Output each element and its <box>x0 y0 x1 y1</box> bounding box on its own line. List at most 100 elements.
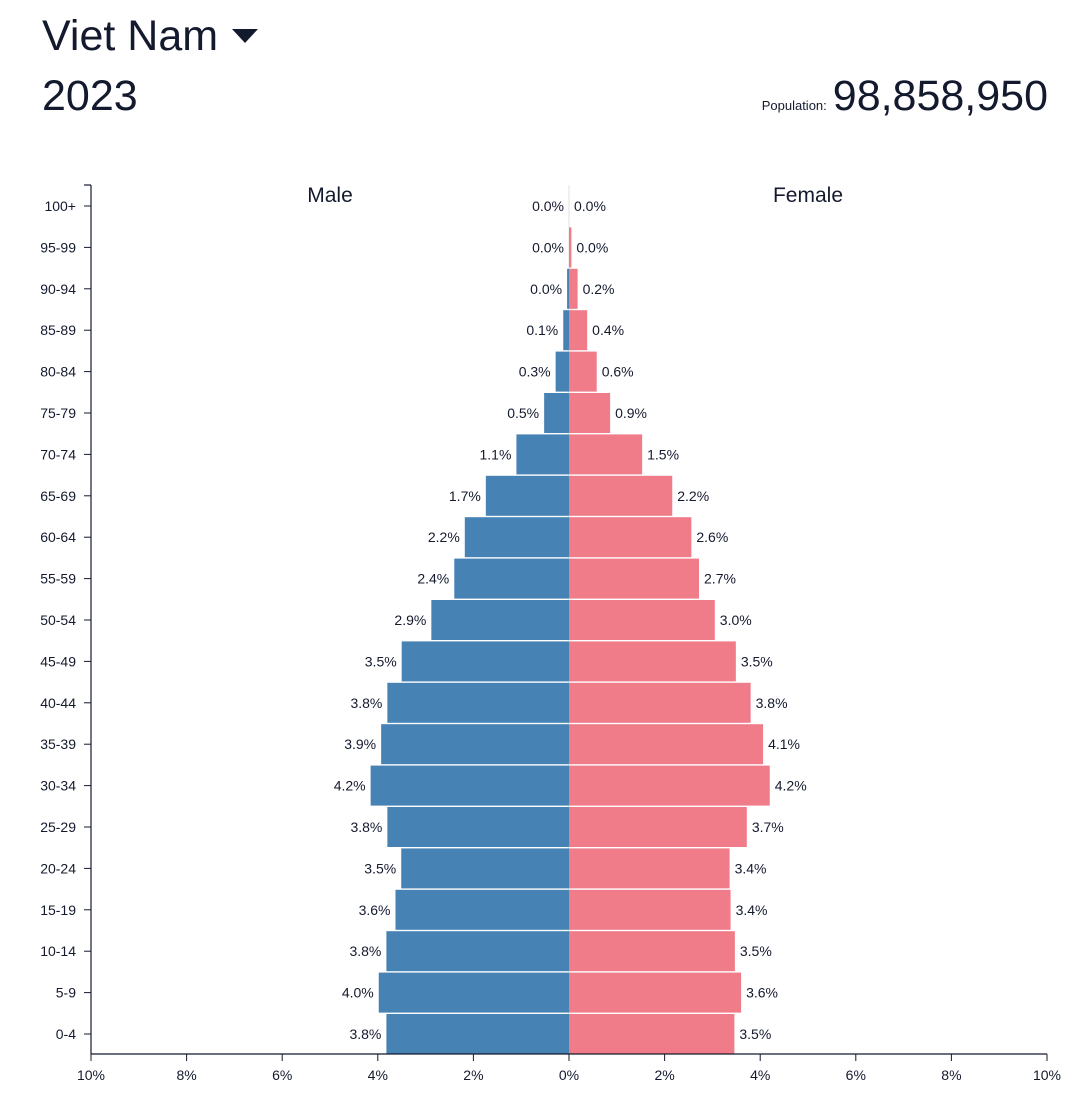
male-bar <box>567 268 569 309</box>
age-group-label: 35-39 <box>40 736 76 752</box>
female-value-label: 3.7% <box>752 819 784 835</box>
age-group-label: 5-9 <box>56 985 76 1001</box>
male-bar <box>401 641 569 682</box>
x-tick-label: 8% <box>176 1067 196 1083</box>
male-bar <box>454 558 569 599</box>
female-bar <box>569 848 730 889</box>
male-value-label: 0.0% <box>532 198 564 214</box>
x-tick-label: 4% <box>368 1067 388 1083</box>
male-bar <box>370 765 569 806</box>
age-group-label: 85-89 <box>40 322 76 338</box>
female-value-label: 3.8% <box>756 695 788 711</box>
female-bar <box>569 558 700 599</box>
male-bar <box>544 393 569 433</box>
female-value-label: 2.6% <box>696 529 728 545</box>
x-tick-label: 2% <box>463 1067 483 1083</box>
female-bar <box>569 434 643 475</box>
age-group-label: 65-69 <box>40 488 76 504</box>
female-bar <box>569 765 770 806</box>
female-value-label: 2.7% <box>704 571 736 587</box>
country-select[interactable]: Viet Nam <box>42 8 259 64</box>
female-bar <box>569 517 692 558</box>
male-value-label: 4.0% <box>342 985 374 1001</box>
age-group-label: 70-74 <box>40 446 76 462</box>
male-value-label: 2.9% <box>394 612 426 628</box>
female-value-label: 1.5% <box>647 446 679 462</box>
female-value-label: 0.9% <box>615 405 647 421</box>
male-value-label: 0.5% <box>507 405 539 421</box>
female-value-label: 3.4% <box>736 902 768 918</box>
male-value-label: 0.1% <box>526 322 558 338</box>
female-value-label: 3.5% <box>739 1026 771 1042</box>
female-bar <box>569 889 731 930</box>
male-value-label: 3.8% <box>350 695 382 711</box>
male-bar <box>381 724 569 765</box>
male-bar <box>387 807 569 847</box>
male-value-label: 0.0% <box>530 281 562 297</box>
female-value-label: 3.4% <box>735 860 767 876</box>
female-bar <box>569 310 588 351</box>
male-bar <box>431 600 569 640</box>
female-value-label: 4.2% <box>775 778 807 794</box>
male-bar <box>378 972 569 1013</box>
male-bar <box>555 351 569 392</box>
male-value-label: 3.9% <box>344 736 376 752</box>
female-value-label: 0.6% <box>602 364 634 380</box>
age-group-label: 50-54 <box>40 612 76 628</box>
series-label-male: Male <box>307 184 353 207</box>
caret-down-icon[interactable] <box>232 28 259 44</box>
female-bar <box>569 351 597 392</box>
female-bar <box>569 807 747 847</box>
female-bar <box>569 475 673 516</box>
age-group-label: 10-14 <box>40 943 76 959</box>
age-group-label: 0-4 <box>56 1026 76 1042</box>
male-value-label: 3.8% <box>349 1026 381 1042</box>
female-value-label: 0.2% <box>583 281 615 297</box>
female-value-label: 0.0% <box>576 239 608 255</box>
age-group-label: 100+ <box>44 198 76 214</box>
female-value-label: 3.0% <box>720 612 752 628</box>
female-value-label: 0.4% <box>592 322 624 338</box>
male-bar <box>386 931 569 972</box>
male-value-label: 1.1% <box>479 446 511 462</box>
female-bar <box>569 724 764 765</box>
x-tick-label: 0% <box>559 1067 579 1083</box>
age-group-label: 25-29 <box>40 819 76 835</box>
male-value-label: 3.6% <box>359 902 391 918</box>
population-value: 98,858,950 <box>832 72 1048 120</box>
male-bar <box>563 310 569 351</box>
male-value-label: 3.5% <box>365 653 397 669</box>
x-tick-label: 10% <box>77 1067 105 1083</box>
female-value-label: 3.6% <box>746 985 778 1001</box>
male-bar <box>464 517 569 558</box>
female-bar <box>569 1014 735 1054</box>
male-value-label: 0.3% <box>519 364 551 380</box>
male-bar <box>401 848 569 889</box>
age-group-label: 55-59 <box>40 571 76 587</box>
age-group-label: 40-44 <box>40 695 76 711</box>
male-bar <box>386 1014 569 1054</box>
female-value-label: 2.2% <box>677 488 709 504</box>
female-bar <box>569 268 578 309</box>
male-value-label: 3.8% <box>349 943 381 959</box>
country-name: Viet Nam <box>42 12 219 60</box>
population-label: Population: <box>761 98 827 113</box>
male-bar <box>516 434 569 475</box>
age-group-label: 75-79 <box>40 405 76 421</box>
age-group-label: 95-99 <box>40 239 76 255</box>
x-tick-label: 4% <box>750 1067 770 1083</box>
female-bar <box>569 600 715 640</box>
female-bar <box>569 931 735 972</box>
x-tick-label: 2% <box>654 1067 674 1083</box>
male-value-label: 4.2% <box>334 778 366 794</box>
age-group-label: 80-84 <box>40 364 76 380</box>
female-bar <box>569 641 736 682</box>
female-value-label: 3.5% <box>740 943 772 959</box>
age-group-label: 45-49 <box>40 653 76 669</box>
male-value-label: 3.5% <box>364 860 396 876</box>
female-bar <box>569 972 742 1013</box>
series-label-female: Female <box>773 184 843 207</box>
female-value-label: 3.5% <box>741 653 773 669</box>
year-label: 2023 <box>42 72 138 120</box>
